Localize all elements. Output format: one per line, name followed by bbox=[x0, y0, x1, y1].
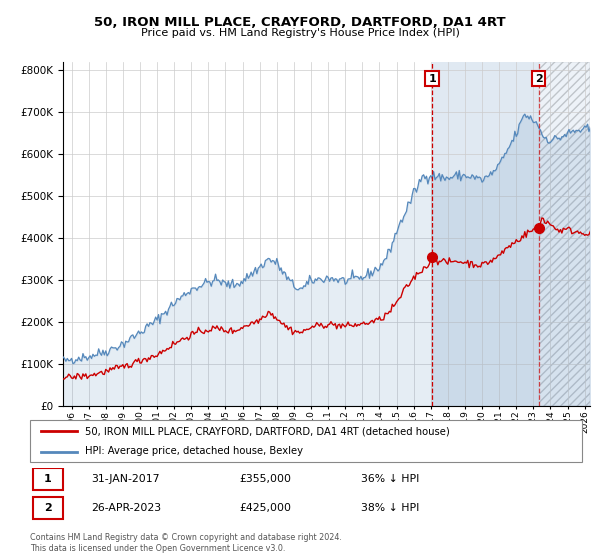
Text: HPI: Average price, detached house, Bexley: HPI: Average price, detached house, Bexl… bbox=[85, 446, 303, 456]
Text: 1: 1 bbox=[44, 474, 52, 484]
Text: 31-JAN-2017: 31-JAN-2017 bbox=[91, 474, 159, 484]
Text: 26-APR-2023: 26-APR-2023 bbox=[91, 503, 161, 514]
FancyBboxPatch shape bbox=[30, 420, 582, 462]
Bar bbox=[539, 62, 590, 406]
Text: 36% ↓ HPI: 36% ↓ HPI bbox=[361, 474, 419, 484]
Bar bbox=[432, 62, 539, 406]
FancyBboxPatch shape bbox=[33, 497, 63, 519]
Text: 2: 2 bbox=[44, 503, 52, 514]
Bar bbox=[539, 62, 590, 406]
Text: 50, IRON MILL PLACE, CRAYFORD, DARTFORD, DA1 4RT (detached house): 50, IRON MILL PLACE, CRAYFORD, DARTFORD,… bbox=[85, 426, 450, 436]
FancyBboxPatch shape bbox=[33, 468, 63, 490]
Text: 1: 1 bbox=[428, 74, 436, 83]
Text: 2: 2 bbox=[535, 74, 543, 83]
Text: £425,000: £425,000 bbox=[240, 503, 292, 514]
Text: 38% ↓ HPI: 38% ↓ HPI bbox=[361, 503, 419, 514]
Text: Price paid vs. HM Land Registry's House Price Index (HPI): Price paid vs. HM Land Registry's House … bbox=[140, 28, 460, 38]
Text: 50, IRON MILL PLACE, CRAYFORD, DARTFORD, DA1 4RT: 50, IRON MILL PLACE, CRAYFORD, DARTFORD,… bbox=[94, 16, 506, 29]
Text: Contains HM Land Registry data © Crown copyright and database right 2024.
This d: Contains HM Land Registry data © Crown c… bbox=[30, 533, 342, 553]
Text: £355,000: £355,000 bbox=[240, 474, 292, 484]
